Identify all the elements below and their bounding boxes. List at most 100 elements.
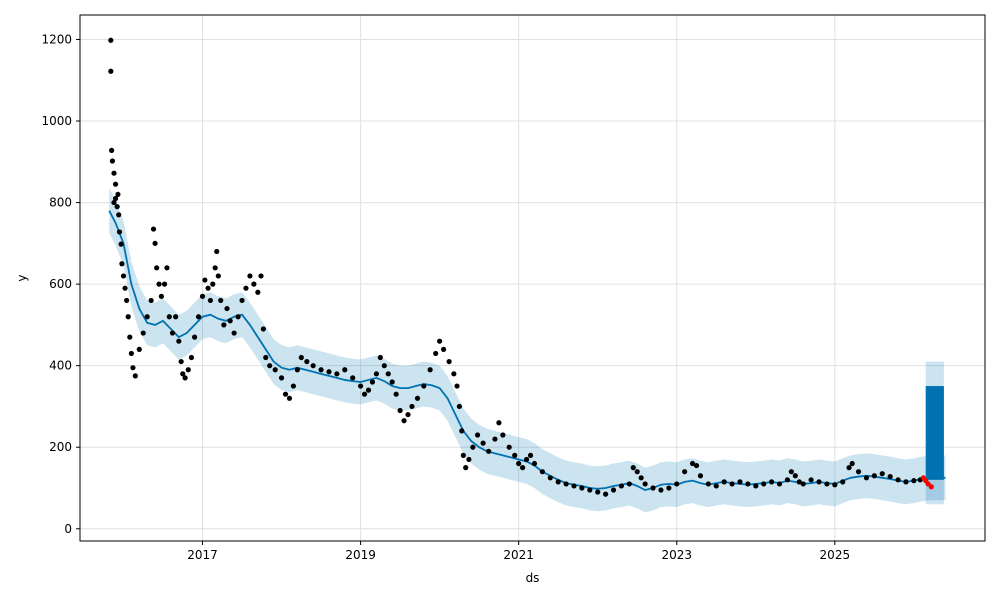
observed-point bbox=[674, 481, 680, 487]
observed-point bbox=[377, 354, 383, 361]
observed-point bbox=[247, 273, 253, 279]
observed-point bbox=[446, 358, 452, 365]
observed-point bbox=[124, 297, 130, 304]
x-tick-label: 2019 bbox=[345, 548, 376, 562]
observed-point bbox=[109, 158, 116, 164]
observed-point bbox=[108, 68, 114, 74]
observed-point bbox=[111, 170, 117, 176]
observed-point bbox=[109, 147, 115, 153]
observed-point bbox=[808, 477, 814, 483]
observed-point bbox=[737, 479, 743, 485]
observed-point bbox=[342, 367, 348, 373]
observed-point bbox=[173, 314, 179, 320]
observed-point bbox=[887, 473, 893, 480]
observed-point bbox=[255, 289, 261, 295]
observed-point bbox=[539, 469, 545, 475]
observed-point bbox=[263, 354, 269, 361]
observed-point bbox=[506, 444, 512, 450]
observed-point bbox=[642, 481, 648, 487]
observed-point bbox=[849, 460, 855, 467]
observed-point bbox=[433, 350, 439, 357]
observed-point bbox=[516, 460, 522, 467]
y-tick-label: 1200 bbox=[41, 32, 72, 46]
observed-point bbox=[911, 478, 917, 484]
observed-point bbox=[440, 346, 447, 352]
observed-point bbox=[496, 420, 502, 426]
observed-point bbox=[437, 338, 443, 344]
observed-point bbox=[267, 363, 273, 369]
observed-point bbox=[879, 471, 885, 477]
observed-point bbox=[721, 479, 727, 485]
observed-point bbox=[298, 354, 304, 361]
observed-point bbox=[456, 403, 462, 410]
observed-point bbox=[638, 475, 644, 481]
y-tick-label: 200 bbox=[49, 440, 72, 454]
observed-point bbox=[119, 261, 125, 267]
observed-point bbox=[260, 326, 266, 332]
observed-point bbox=[144, 314, 150, 320]
observed-point bbox=[214, 248, 220, 255]
y-tick-label: 0 bbox=[64, 522, 72, 536]
observed-point bbox=[278, 375, 285, 381]
x-tick-label: 2017 bbox=[187, 548, 218, 562]
observed-point bbox=[361, 391, 368, 397]
observed-point bbox=[258, 273, 264, 279]
observed-point bbox=[500, 432, 506, 438]
observed-point bbox=[286, 395, 293, 401]
observed-point bbox=[156, 281, 162, 287]
observed-point bbox=[365, 387, 372, 393]
observed-point bbox=[824, 481, 830, 487]
observed-point bbox=[130, 365, 136, 371]
observed-point bbox=[192, 334, 198, 340]
observed-point bbox=[112, 195, 119, 202]
observed-point bbox=[745, 481, 751, 487]
observed-point bbox=[118, 241, 124, 247]
observed-point bbox=[205, 285, 211, 291]
observed-point bbox=[251, 281, 257, 287]
observed-point bbox=[492, 436, 498, 442]
observed-point bbox=[150, 226, 157, 232]
observed-point bbox=[693, 462, 700, 469]
observed-point bbox=[132, 373, 138, 379]
observed-point bbox=[199, 293, 206, 299]
observed-point bbox=[520, 465, 526, 471]
observed-point bbox=[161, 281, 168, 287]
observed-point bbox=[195, 314, 202, 320]
observed-points bbox=[108, 37, 923, 497]
observed-point bbox=[459, 428, 465, 434]
observed-point bbox=[761, 481, 767, 487]
observed-point bbox=[630, 465, 636, 471]
observed-point bbox=[784, 477, 791, 483]
observed-point bbox=[114, 204, 120, 210]
x-axis-label: ds bbox=[526, 571, 540, 585]
observed-point bbox=[136, 346, 142, 352]
observed-point bbox=[454, 383, 460, 389]
plot-frame bbox=[79, 14, 986, 542]
observed-point bbox=[178, 358, 184, 365]
observed-point bbox=[294, 367, 300, 373]
observed-point bbox=[393, 391, 399, 397]
observed-point bbox=[414, 395, 421, 401]
observed-point bbox=[451, 371, 457, 377]
x-tick-label: 2023 bbox=[661, 548, 692, 562]
observed-point bbox=[381, 363, 387, 369]
observed-point bbox=[634, 469, 640, 475]
observed-point bbox=[689, 460, 696, 467]
observed-point bbox=[705, 481, 711, 487]
observed-point bbox=[650, 485, 656, 491]
observed-point bbox=[120, 273, 127, 279]
observed-point bbox=[523, 456, 530, 463]
observed-point bbox=[210, 281, 216, 287]
observed-point bbox=[166, 314, 172, 320]
observed-point bbox=[215, 273, 221, 279]
observed-point bbox=[310, 363, 316, 369]
observed-point bbox=[846, 465, 852, 471]
observed-point bbox=[816, 479, 822, 485]
observed-point bbox=[863, 475, 870, 481]
observed-point bbox=[405, 411, 411, 418]
observed-point bbox=[108, 37, 114, 43]
observed-point bbox=[626, 481, 632, 487]
observed-point bbox=[401, 418, 407, 424]
observed-point bbox=[427, 367, 433, 373]
